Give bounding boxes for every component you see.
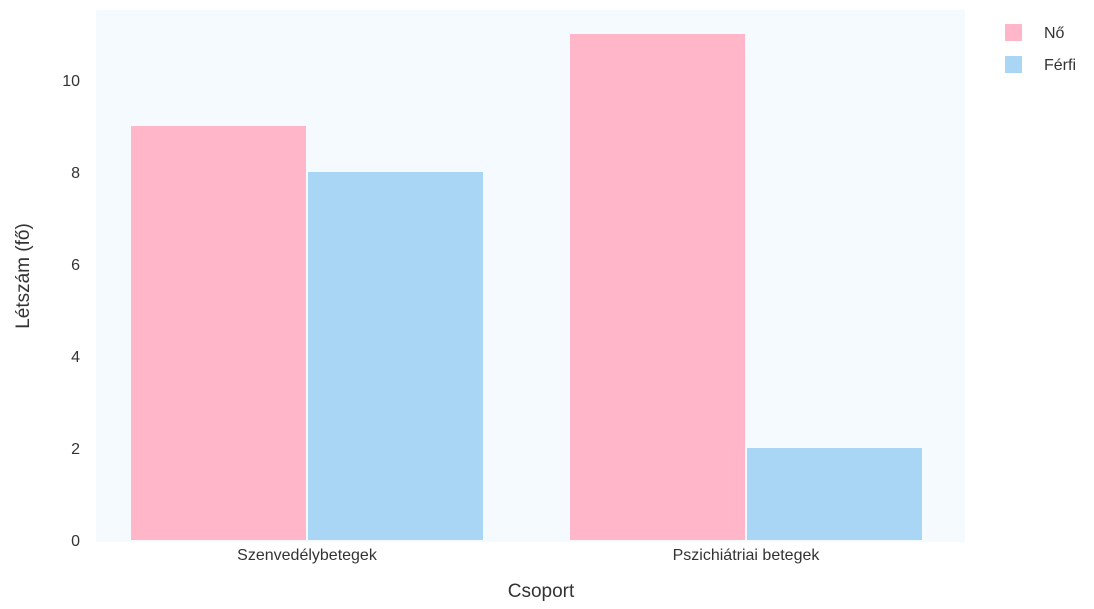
y-tick-label: 10 <box>62 73 80 90</box>
bar-no-1 <box>570 34 745 540</box>
legend-swatch-ferfi <box>1005 56 1022 73</box>
bars-layer <box>131 34 922 540</box>
y-axis-title: Létszám (fő) <box>13 223 34 329</box>
y-tick-label: 8 <box>71 165 80 182</box>
bar-no-0 <box>131 126 306 540</box>
legend-swatch-no <box>1005 24 1022 41</box>
y-tick-labels: 0 2 4 6 8 10 <box>62 73 80 550</box>
legend-label-no: Nő <box>1044 25 1065 42</box>
y-tick-label: 4 <box>71 349 80 366</box>
y-tick-label: 0 <box>71 533 80 550</box>
legend-label-ferfi: Férfi <box>1044 57 1076 74</box>
x-tick-labels: Szenvedélybetegek Pszichiátriai betegek <box>237 547 820 564</box>
bar-ferfi-0 <box>308 172 483 540</box>
x-tick-label: Szenvedélybetegek <box>237 547 378 564</box>
y-tick-label: 6 <box>71 257 80 274</box>
x-tick-label: Pszichiátriai betegek <box>673 547 821 564</box>
bar-ferfi-1 <box>747 448 922 540</box>
y-tick-label: 2 <box>71 441 80 458</box>
x-axis-title: Csoport <box>508 581 575 602</box>
legend: Nő Férfi <box>1005 24 1076 74</box>
